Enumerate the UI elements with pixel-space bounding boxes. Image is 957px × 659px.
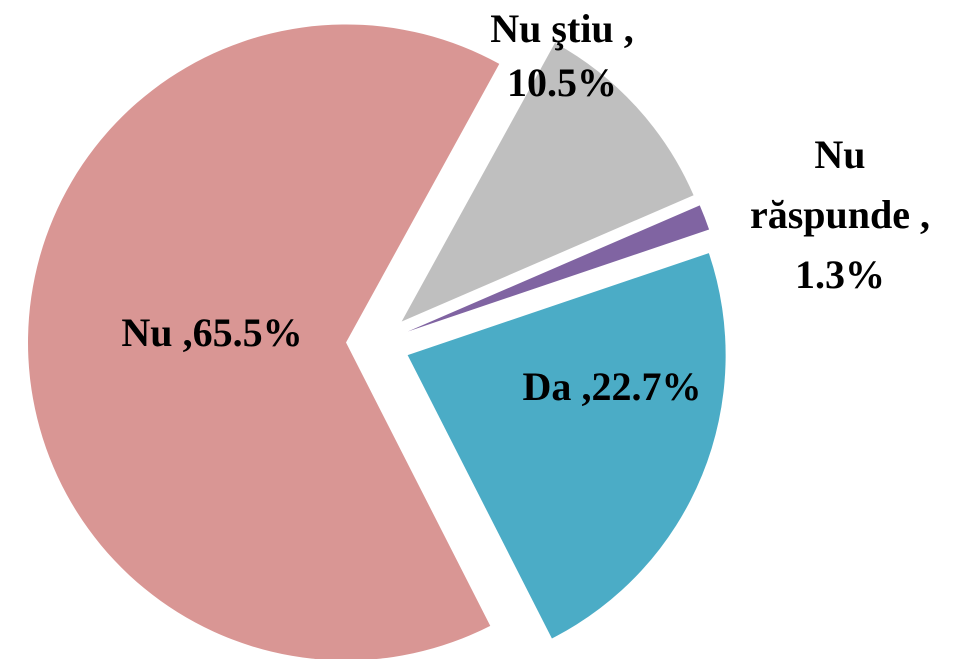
label-separator: , xyxy=(173,310,193,355)
pie-slice xyxy=(28,24,500,659)
data-label: Nu răspunde , 1.3% xyxy=(750,132,930,297)
label-separator: , xyxy=(910,192,930,237)
data-label: Da ,22.7% xyxy=(523,364,702,409)
label-separator: , xyxy=(571,364,591,409)
pie-slice xyxy=(407,205,710,332)
pie-slice xyxy=(407,253,726,639)
pie-slice xyxy=(401,42,694,322)
value-label: 22.7% xyxy=(591,364,701,409)
data-label: Nu ,65.5% xyxy=(121,310,302,355)
category-label: Nu xyxy=(121,310,172,355)
value-label: 65.5% xyxy=(193,310,303,355)
category-label: Nu ştiu xyxy=(490,6,613,51)
category-label: răspunde xyxy=(750,192,910,237)
data-label: Nu ştiu , 10.5% xyxy=(490,6,633,105)
value-label: 1.3% xyxy=(795,252,885,297)
value-label: 10.5% xyxy=(507,60,617,105)
category-label: Nu xyxy=(814,132,865,177)
category-label: Da xyxy=(523,364,572,409)
label-separator: , xyxy=(614,6,634,51)
